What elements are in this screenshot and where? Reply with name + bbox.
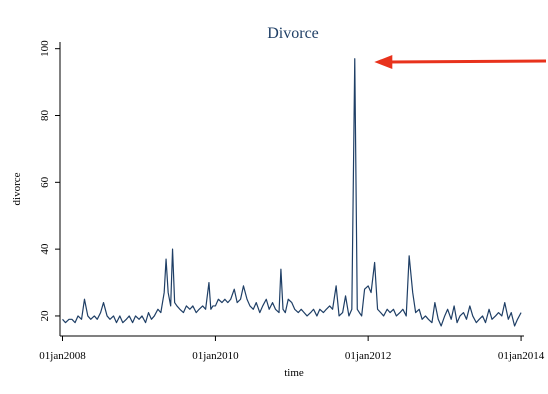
y-tick-label: 40 xyxy=(39,243,51,255)
y-tick-label: 100 xyxy=(39,40,51,57)
x-ticks: 01jan2008 01jan2010 01jan2012 01jan2014 xyxy=(39,336,545,362)
chart-title: Divorce xyxy=(267,25,319,42)
arrow-head xyxy=(374,55,393,70)
y-ticks: 20 40 60 80 100 xyxy=(39,40,60,322)
y-axis-label: divorce xyxy=(11,172,23,205)
y-tick-label: 60 xyxy=(39,176,51,188)
x-tick-label: 01jan2008 xyxy=(39,350,86,362)
x-tick-label: 01jan2014 xyxy=(498,350,545,362)
x-tick-label: 01jan2012 xyxy=(345,350,391,362)
x-tick-label: 01jan2010 xyxy=(192,350,239,362)
y-tick-label: 80 xyxy=(39,110,51,122)
x-axis-label: time xyxy=(284,367,304,379)
arrow-shaft xyxy=(388,59,547,64)
y-tick-label: 20 xyxy=(39,310,51,322)
series-line-divorce xyxy=(62,58,522,327)
peak-annotation-arrow xyxy=(374,55,547,70)
